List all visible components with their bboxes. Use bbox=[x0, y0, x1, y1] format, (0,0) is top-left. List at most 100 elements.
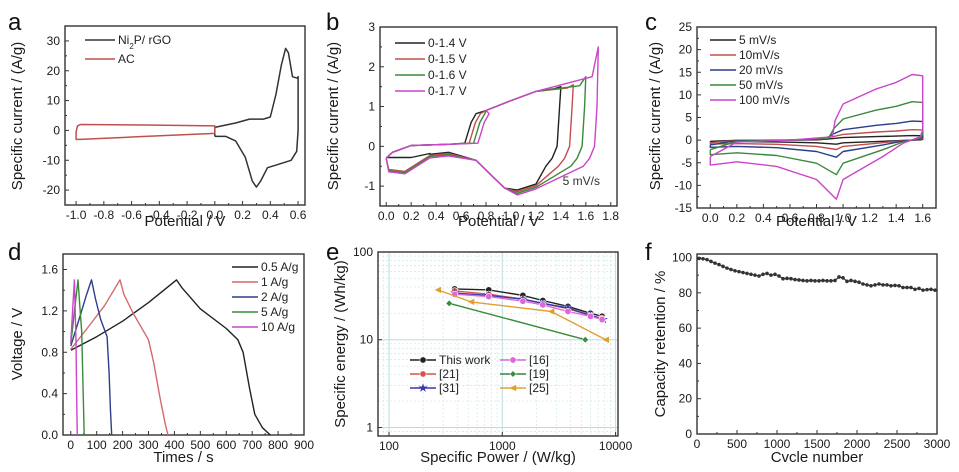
legend-label: Ni2P/ rGO bbox=[118, 33, 171, 51]
x-tick-label: 10000 bbox=[599, 439, 633, 453]
x-tick-label: 0.0 bbox=[702, 211, 719, 225]
data-point bbox=[581, 336, 589, 344]
series-line-ac bbox=[75, 123, 216, 141]
data-point bbox=[877, 282, 881, 286]
x-tick-label: 300 bbox=[139, 438, 159, 452]
legend-label: 10 A/g bbox=[261, 320, 295, 334]
y-tick-label: 0 bbox=[368, 139, 375, 153]
x-tick-label: 700 bbox=[242, 438, 262, 452]
scan-rate-annotation: 5 mV/s bbox=[563, 174, 600, 188]
data-point bbox=[705, 257, 709, 262]
x-tick-label: -0.6 bbox=[121, 208, 142, 222]
y-tick-label: 25 bbox=[679, 20, 693, 34]
x-tick-label: 900 bbox=[294, 438, 314, 452]
data-point bbox=[749, 272, 753, 277]
legend-label: 2 A/g bbox=[261, 290, 288, 304]
data-point bbox=[737, 269, 741, 274]
y-axis-title: Specific current / (A/g) bbox=[9, 42, 26, 190]
legend-label: 100 mV/s bbox=[739, 93, 790, 107]
data-point bbox=[717, 262, 721, 267]
x-tick-label: 1000 bbox=[489, 439, 516, 453]
panel-label: f bbox=[645, 239, 652, 266]
data-point bbox=[709, 259, 713, 264]
panel-d: 0 100 200 300 400 500 600 700 800 900 0.0 0.4 0.8 1.2… bbox=[8, 239, 314, 466]
data-point bbox=[933, 288, 937, 292]
data-point bbox=[885, 283, 889, 287]
x-tick-label: 0.8 bbox=[808, 211, 825, 225]
data-point bbox=[745, 271, 749, 276]
data-point bbox=[445, 299, 453, 307]
grid bbox=[377, 251, 618, 437]
legend-label: 50 mV/s bbox=[739, 78, 783, 92]
y-tick-label: -20 bbox=[43, 183, 61, 197]
x-axis-title: Potential / V bbox=[776, 213, 857, 230]
data-point bbox=[419, 356, 427, 364]
x-tick-label: 600 bbox=[216, 438, 236, 452]
plot-frame bbox=[377, 251, 619, 437]
series-line-100-mV-s bbox=[709, 73, 924, 200]
data-point bbox=[485, 293, 493, 301]
y-axis-title: Specific current / (A/g) bbox=[647, 42, 664, 190]
y-tick-label: 0 bbox=[53, 123, 60, 137]
data-point bbox=[881, 283, 885, 287]
data-point bbox=[917, 286, 921, 291]
x-tick-label: 1500 bbox=[804, 437, 831, 451]
y-tick-label: 15 bbox=[679, 65, 693, 79]
y-axis-title: Capacity retention / % bbox=[652, 271, 669, 418]
data-point bbox=[773, 272, 777, 277]
data-point bbox=[434, 286, 442, 294]
x-tick-label: 1.0 bbox=[503, 209, 520, 223]
data-point bbox=[825, 279, 829, 283]
series-line-0-1-6-V bbox=[385, 76, 587, 194]
x-tick-label: 0.6 bbox=[290, 208, 307, 222]
legend-label: [25] bbox=[529, 381, 549, 395]
x-tick-label: 500 bbox=[727, 437, 747, 451]
panel-label: b bbox=[326, 9, 339, 36]
data-point bbox=[741, 270, 745, 275]
x-tick-label: -1.0 bbox=[66, 208, 87, 222]
y-tick-label: 20 bbox=[47, 64, 61, 78]
x-tick-label: 200 bbox=[113, 438, 133, 452]
data-point bbox=[929, 287, 933, 292]
x-tick-label: 1.4 bbox=[553, 209, 570, 223]
panel-e: 100 1000 10000 1 10 100 Specific Power / (W/kg… bbox=[326, 239, 633, 466]
x-tick-label: 0 bbox=[67, 438, 74, 452]
x-tick-label: 0.0 bbox=[378, 209, 395, 223]
panel-c: 0.0 0.2 0.4 0.6 0.8 1.0 1.2 1.4 1.6 -15 -10 -5 0 5 10 1… bbox=[645, 9, 937, 230]
legend-label: 0-1.5 V bbox=[428, 52, 467, 66]
data-point bbox=[817, 279, 821, 283]
legend-label: 0.5 A/g bbox=[261, 260, 298, 274]
data-point bbox=[721, 264, 725, 269]
series-line-10-A-g bbox=[70, 279, 78, 436]
data-point bbox=[873, 283, 877, 287]
legend-label: 5 A/g bbox=[261, 305, 288, 319]
data-point bbox=[829, 279, 833, 283]
data-point bbox=[921, 288, 925, 292]
legend-label: 0-1.7 V bbox=[428, 84, 467, 98]
y-tick-label: -5 bbox=[681, 156, 692, 170]
series-line-2-A-g bbox=[70, 279, 113, 436]
data-point bbox=[765, 271, 769, 276]
legend-label: This work bbox=[439, 353, 491, 367]
y-tick-label: 20 bbox=[679, 392, 693, 406]
legend-label: [19] bbox=[529, 367, 549, 381]
y-tick-label: 0.8 bbox=[41, 345, 58, 359]
x-axis-title: Cvcle number bbox=[771, 449, 864, 466]
data-point bbox=[869, 283, 873, 288]
series-line-ni2p-rgo bbox=[214, 47, 299, 188]
panel-label: c bbox=[645, 9, 657, 36]
y-tick-label: 0 bbox=[685, 133, 692, 147]
data-point bbox=[725, 266, 729, 270]
data-point bbox=[781, 276, 785, 281]
legend-label: 0-1.4 V bbox=[428, 36, 467, 50]
x-axis-title: Times / s bbox=[153, 449, 213, 466]
data-point bbox=[419, 370, 427, 378]
y-tick-label: 5 bbox=[685, 111, 692, 125]
y-tick-label: 100 bbox=[353, 245, 373, 259]
x-tick-label: 0.4 bbox=[262, 208, 279, 222]
data-point bbox=[865, 283, 869, 287]
data-point bbox=[889, 283, 893, 288]
y-tick-label: 1 bbox=[368, 100, 375, 114]
data-point bbox=[769, 273, 773, 277]
x-tick-label: 100 bbox=[87, 438, 107, 452]
